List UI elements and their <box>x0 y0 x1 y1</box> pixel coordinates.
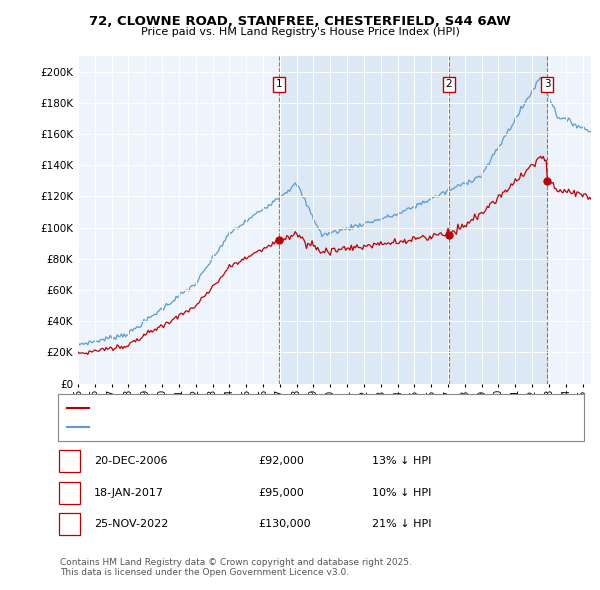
Text: 20-DEC-2006: 20-DEC-2006 <box>94 457 168 466</box>
Text: 1: 1 <box>66 457 73 466</box>
Text: £92,000: £92,000 <box>258 457 304 466</box>
Text: 13% ↓ HPI: 13% ↓ HPI <box>372 457 431 466</box>
Text: 3: 3 <box>66 519 73 529</box>
Text: 25-NOV-2022: 25-NOV-2022 <box>94 519 169 529</box>
Text: 2: 2 <box>446 79 452 89</box>
Text: 21% ↓ HPI: 21% ↓ HPI <box>372 519 431 529</box>
Text: 72, CLOWNE ROAD, STANFREE, CHESTERFIELD, S44 6AW: 72, CLOWNE ROAD, STANFREE, CHESTERFIELD,… <box>89 15 511 28</box>
Text: Contains HM Land Registry data © Crown copyright and database right 2025.
This d: Contains HM Land Registry data © Crown c… <box>60 558 412 577</box>
Text: 2: 2 <box>66 488 73 497</box>
Text: 72, CLOWNE ROAD, STANFREE, CHESTERFIELD, S44 6AW (semi-detached house): 72, CLOWNE ROAD, STANFREE, CHESTERFIELD,… <box>94 403 488 412</box>
Text: £95,000: £95,000 <box>258 488 304 497</box>
Text: Price paid vs. HM Land Registry's House Price Index (HPI): Price paid vs. HM Land Registry's House … <box>140 27 460 37</box>
Text: £130,000: £130,000 <box>258 519 311 529</box>
Text: 18-JAN-2017: 18-JAN-2017 <box>94 488 164 497</box>
Text: 1: 1 <box>276 79 283 89</box>
Text: 3: 3 <box>544 79 551 89</box>
Bar <box>280 56 547 384</box>
Text: HPI: Average price, semi-detached house, Bolsover: HPI: Average price, semi-detached house,… <box>94 422 343 432</box>
Text: 10% ↓ HPI: 10% ↓ HPI <box>372 488 431 497</box>
